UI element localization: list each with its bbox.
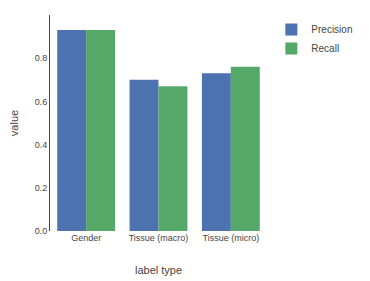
svg-text:Tissue (micro): Tissue (micro) [202, 233, 259, 243]
svg-text:0.0: 0.0 [35, 226, 48, 236]
svg-text:0.8: 0.8 [35, 53, 48, 63]
svg-text:0.6: 0.6 [35, 97, 48, 107]
svg-text:label type: label type [135, 264, 182, 276]
svg-text:Gender: Gender [71, 233, 101, 243]
svg-text:Recall: Recall [311, 43, 339, 54]
svg-text:0.2: 0.2 [35, 183, 48, 193]
svg-text:Tissue (macro): Tissue (macro) [129, 233, 189, 243]
svg-text:0.4: 0.4 [35, 140, 48, 150]
svg-text:Precision: Precision [311, 24, 352, 35]
svg-text:value: value [8, 110, 20, 136]
